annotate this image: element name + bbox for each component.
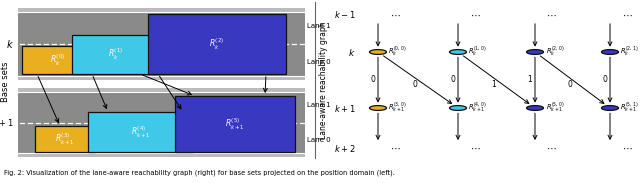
Text: $k+1$: $k+1$ — [0, 117, 14, 128]
Text: Lane 1: Lane 1 — [307, 102, 331, 108]
Text: $R_k^{(2,0)}$: $R_k^{(2,0)}$ — [545, 45, 564, 59]
Text: $\cdots$: $\cdots$ — [390, 143, 400, 153]
Bar — [35, 126, 95, 152]
Ellipse shape — [602, 50, 618, 54]
Text: 1: 1 — [491, 80, 496, 89]
Text: Base sets: Base sets — [1, 62, 10, 102]
Text: 0: 0 — [603, 76, 607, 85]
Text: $\cdots$: $\cdots$ — [621, 143, 632, 153]
Text: $k$: $k$ — [349, 46, 356, 57]
Text: Lane-aware reachability graph: Lane-aware reachability graph — [319, 21, 328, 139]
Text: $R_k^{(0,0)}$: $R_k^{(0,0)}$ — [388, 45, 407, 59]
Text: 0: 0 — [451, 76, 456, 85]
Text: Fig. 2: Visualization of the lane-aware reachability graph (right) for base sets: Fig. 2: Visualization of the lane-aware … — [4, 170, 395, 176]
Text: $k-1$: $k-1$ — [334, 10, 356, 20]
Bar — [18, 153, 305, 157]
Text: 0: 0 — [413, 80, 417, 89]
Ellipse shape — [449, 106, 467, 110]
Bar — [18, 76, 305, 80]
Text: $R_k^{(0)}$: $R_k^{(0)}$ — [51, 52, 65, 68]
Text: $R_{k+1}^{(3,0)}$: $R_{k+1}^{(3,0)}$ — [388, 101, 407, 115]
Text: $\cdots$: $\cdots$ — [470, 143, 480, 153]
Ellipse shape — [527, 50, 543, 54]
Text: $R_k^{(1,0)}$: $R_k^{(1,0)}$ — [468, 45, 487, 59]
Text: Lane 0: Lane 0 — [307, 59, 331, 65]
Text: $R_{k+1}^{(3)}$: $R_{k+1}^{(3)}$ — [55, 131, 75, 147]
Ellipse shape — [449, 50, 467, 54]
Text: $R_{k+1}^{(5,1)}$: $R_{k+1}^{(5,1)}$ — [621, 101, 639, 115]
Bar — [72, 35, 160, 74]
Text: $k$: $k$ — [6, 38, 14, 50]
Text: $R_{k+1}^{(4)}$: $R_{k+1}^{(4)}$ — [131, 124, 150, 140]
Bar — [18, 8, 305, 12]
Text: $\cdots$: $\cdots$ — [470, 10, 480, 20]
Text: $k+2$: $k+2$ — [335, 143, 356, 154]
Text: $R_k^{(1)}$: $R_k^{(1)}$ — [108, 47, 124, 62]
Bar — [18, 8, 305, 80]
Ellipse shape — [369, 50, 387, 54]
Bar — [18, 88, 305, 157]
Text: $\cdots$: $\cdots$ — [390, 10, 400, 20]
Text: $R_{k+1}^{(4,0)}$: $R_{k+1}^{(4,0)}$ — [468, 101, 487, 115]
Bar — [18, 88, 305, 92]
Text: Lane 0: Lane 0 — [307, 137, 331, 143]
Text: 1: 1 — [527, 76, 532, 85]
Ellipse shape — [369, 106, 387, 110]
Ellipse shape — [602, 106, 618, 110]
Text: 0: 0 — [567, 79, 572, 89]
Bar — [148, 14, 286, 74]
Text: 0: 0 — [371, 76, 376, 85]
Text: Lane 1: Lane 1 — [307, 23, 331, 29]
Text: $\cdots$: $\cdots$ — [547, 10, 557, 20]
Text: $R_k^{(2)}$: $R_k^{(2)}$ — [209, 36, 225, 52]
Text: $k+1$: $k+1$ — [334, 102, 356, 113]
Text: $R_{k+1}^{(5)}$: $R_{k+1}^{(5)}$ — [225, 116, 245, 132]
Bar — [175, 96, 295, 152]
Bar — [22, 46, 94, 74]
Text: $\cdots$: $\cdots$ — [547, 143, 557, 153]
Text: $R_{k+1}^{(5,0)}$: $R_{k+1}^{(5,0)}$ — [545, 101, 564, 115]
Text: $\cdots$: $\cdots$ — [621, 10, 632, 20]
Ellipse shape — [527, 106, 543, 110]
Bar — [88, 112, 193, 152]
Text: $R_k^{(2,1)}$: $R_k^{(2,1)}$ — [621, 45, 639, 59]
